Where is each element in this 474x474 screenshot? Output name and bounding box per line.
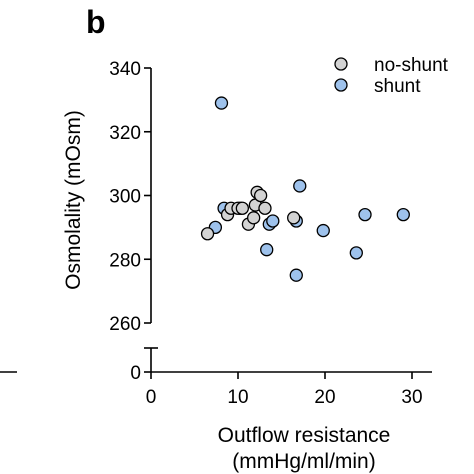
point-shunt [260, 243, 274, 257]
point-no-shunt [287, 211, 301, 225]
y-tick-label-lower: 0 [130, 363, 141, 384]
y-tick-label: 260 [109, 314, 141, 335]
axes: 260 280 300 320 340 00 10 20 30 [0, 59, 432, 408]
legend-label-shunt: shunt [374, 76, 421, 97]
x-axis-title-line1: Outflow resistance [218, 424, 391, 447]
point-no-shunt [258, 201, 272, 215]
point-no-shunt [235, 201, 250, 215]
x-tick-label: 0 [146, 387, 157, 408]
point-shunt [358, 207, 372, 222]
y-tick-label: 320 [109, 123, 141, 144]
panel-label: b [86, 4, 106, 40]
x-tick-label: 10 [227, 387, 248, 408]
x-axis-title-line2: (mmHg/ml/min) [232, 450, 375, 473]
point-shunt [289, 268, 303, 282]
point-shunt [396, 207, 410, 222]
legend-label-no-shunt: no-shunt [374, 55, 449, 76]
x-tick-label: 20 [314, 387, 335, 408]
data-points [200, 96, 410, 282]
point-shunt [349, 246, 363, 260]
y-axis-title: Osmolality (mOsm) [62, 110, 85, 290]
point-shunt [266, 214, 280, 228]
point-no-shunt [253, 188, 268, 203]
point-no-shunt [247, 211, 261, 225]
y-tick-label: 340 [109, 59, 141, 80]
point-no-shunt [200, 227, 215, 241]
legend-marker-no-shunt [334, 57, 348, 71]
x-tick-label: 30 [401, 387, 422, 408]
legend: no-shunt shunt [334, 55, 449, 97]
y-tick-label: 300 [109, 187, 141, 208]
point-shunt [316, 223, 330, 238]
point-shunt [214, 96, 229, 110]
point-shunt [293, 179, 307, 193]
y-tick-label: 280 [109, 250, 141, 271]
legend-marker-shunt [334, 78, 348, 92]
